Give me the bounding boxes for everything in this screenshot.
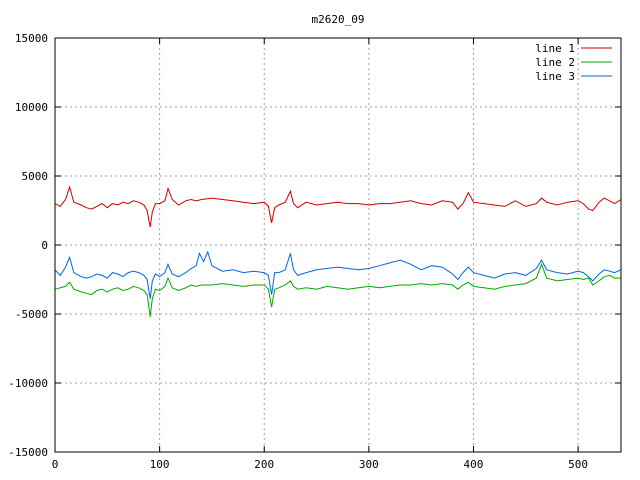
plot-frame xyxy=(54,37,622,453)
axis-ticks: -15000 -10000 -5000 0 5000 10000 15000 0 100 200 3… xyxy=(8,32,621,471)
x-tick-label: 500 xyxy=(568,458,588,471)
series-line-2 xyxy=(54,262,621,317)
x-tick-label: 400 xyxy=(464,458,484,471)
series-line-1 xyxy=(54,185,622,228)
x-tick-label: 100 xyxy=(150,458,170,471)
x-tick-label: 200 xyxy=(254,458,274,471)
legend-label: line 2 xyxy=(535,56,575,69)
x-tick-label: 0 xyxy=(52,458,59,471)
y-tick-label: 0 xyxy=(41,239,48,252)
y-tick-label: 5000 xyxy=(22,170,49,183)
y-tick-label: -15000 xyxy=(8,446,48,459)
y-tick-label: -5000 xyxy=(15,308,48,321)
y-tick-label: 15000 xyxy=(15,32,48,45)
legend-label: line 3 xyxy=(535,70,575,83)
x-tick-label: 300 xyxy=(359,458,379,471)
chart-title: m2620_09 xyxy=(312,13,365,26)
series-group xyxy=(54,185,622,317)
y-tick-label: 10000 xyxy=(15,101,48,114)
legend-label: line 1 xyxy=(535,42,575,55)
grid xyxy=(55,38,621,452)
y-tick-label: -10000 xyxy=(8,377,48,390)
series-line-3 xyxy=(54,250,622,299)
